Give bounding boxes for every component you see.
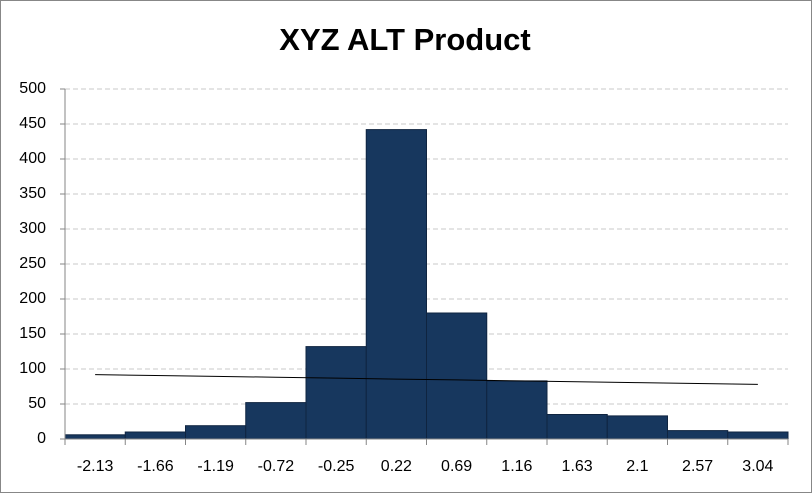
y-tick-label: 450 [19,115,46,132]
x-tick-label: -0.72 [258,458,295,475]
x-tick-label: 0.22 [381,458,412,475]
x-tick-label: -2.13 [77,458,114,475]
x-tick-label: -1.19 [197,458,234,475]
x-tick-label: -0.25 [318,458,355,475]
trendline [95,374,758,385]
y-tick-label: 500 [19,80,46,97]
bar [64,434,126,440]
y-tick-label: 400 [19,150,46,167]
y-tick-label: 300 [19,220,46,237]
bar [426,312,488,440]
bar [606,415,668,440]
y-tick-label: 50 [28,395,46,412]
x-tick-label: 1.16 [501,458,532,475]
bar [245,402,307,440]
bar [185,425,247,440]
x-tick-label: 1.63 [562,458,593,475]
bar [305,346,367,440]
bar [365,129,427,440]
bar [124,431,186,440]
x-tick-label: 2.1 [626,458,648,475]
x-tick-label: 3.04 [742,458,773,475]
y-tick-label: 250 [19,255,46,272]
x-tick-label: 2.57 [682,458,713,475]
bar [546,414,608,440]
y-tick-label: 100 [19,360,46,377]
bar [667,430,729,440]
bar [727,431,789,440]
y-tick-label: 350 [19,185,46,202]
bar [486,380,548,440]
x-tick-label: 0.69 [441,458,472,475]
y-tick-label: 200 [19,290,46,307]
y-tick-label: 0 [37,430,46,447]
chart-title: XYZ ALT Product [279,22,530,57]
x-tick-label: -1.66 [137,458,174,475]
y-tick-label: 150 [19,325,46,342]
